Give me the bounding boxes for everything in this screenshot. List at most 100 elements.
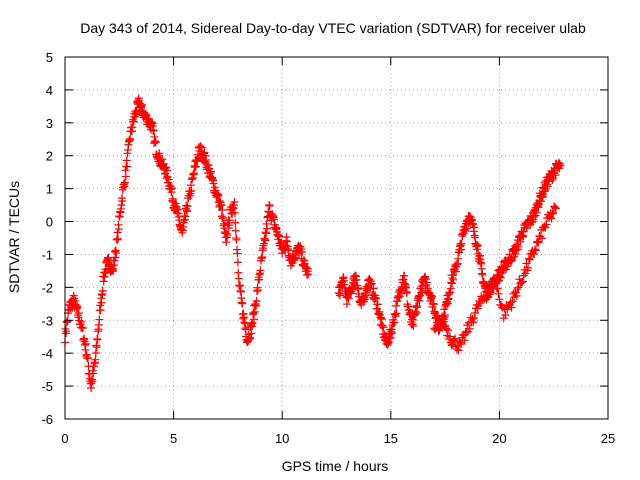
data-point: [241, 325, 250, 334]
data-point: [128, 123, 137, 132]
data-point: [181, 212, 190, 221]
data-point: [202, 156, 211, 165]
data-point: [390, 318, 399, 327]
data-point: [491, 279, 500, 288]
x-axis-label: GPS time / hours: [282, 458, 389, 474]
data-point: [118, 197, 127, 206]
data-point: [440, 305, 449, 314]
data-point: [97, 298, 106, 307]
data-point: [256, 266, 265, 275]
data-point: [214, 191, 223, 200]
y-tick-label: 5: [46, 50, 53, 65]
y-tick-label: 2: [46, 149, 53, 164]
data-point: [261, 236, 270, 245]
data-point: [435, 326, 444, 335]
data-point: [513, 285, 522, 294]
data-point: [457, 239, 466, 248]
data-point: [493, 284, 502, 293]
data-point: [514, 283, 523, 292]
data-point: [540, 222, 549, 231]
data-point: [62, 327, 71, 336]
data-point: [302, 263, 311, 272]
data-point: [217, 200, 226, 209]
data-point: [231, 218, 240, 227]
data-point: [470, 223, 479, 232]
data-point: [556, 161, 565, 170]
data-point: [428, 292, 437, 301]
data-point: [379, 323, 388, 332]
data-point: [93, 335, 102, 344]
data-point: [531, 246, 540, 255]
data-point: [536, 232, 545, 241]
data-point: [482, 295, 491, 304]
x-tick-label: 15: [384, 431, 398, 446]
data-point: [532, 208, 541, 217]
data-point: [74, 309, 83, 318]
data-point: [101, 269, 110, 278]
data-point: [96, 306, 105, 315]
y-tick-label: -5: [41, 379, 53, 394]
data-point: [249, 315, 258, 324]
data-point: [522, 259, 531, 268]
data-point: [484, 288, 493, 297]
data-point: [473, 304, 482, 313]
data-point: [372, 294, 381, 303]
data-point: [91, 348, 100, 357]
data-point: [384, 338, 393, 347]
data-point: [524, 263, 533, 272]
data-point: [471, 308, 480, 317]
data-point: [231, 226, 240, 235]
data-point: [111, 253, 120, 262]
data-point: [429, 300, 438, 309]
data-point: [262, 224, 271, 233]
data-point: [134, 94, 143, 103]
data-point: [238, 299, 247, 308]
data-point: [508, 297, 517, 306]
y-tick-label: -6: [41, 412, 53, 427]
data-point: [462, 328, 471, 337]
grid-lines: [65, 57, 608, 419]
data-point: [445, 332, 454, 341]
data-point: [113, 234, 122, 243]
data-points: [61, 94, 565, 393]
data-point: [262, 229, 271, 238]
data-point: [187, 186, 196, 195]
data-point: [200, 148, 209, 157]
data-point: [449, 275, 458, 284]
data-point: [530, 250, 539, 259]
data-point: [551, 204, 560, 213]
data-point: [117, 201, 126, 210]
data-point: [113, 235, 122, 244]
data-point: [478, 270, 487, 279]
x-tick-label: 20: [492, 431, 506, 446]
data-point: [183, 202, 192, 211]
data-point: [84, 354, 93, 363]
data-point: [388, 329, 397, 338]
axis-ticks: [64, 56, 609, 420]
data-point: [525, 255, 534, 264]
data-point: [109, 266, 118, 275]
data-point: [531, 245, 540, 254]
y-tick-label: 1: [46, 182, 53, 197]
data-point: [269, 215, 278, 224]
data-point: [98, 286, 107, 295]
data-point: [190, 169, 199, 178]
data-point: [507, 303, 516, 312]
data-point: [112, 248, 121, 257]
data-point: [524, 254, 533, 263]
data-point: [132, 107, 141, 116]
data-point: [501, 311, 510, 320]
data-point: [250, 307, 259, 316]
data-point: [91, 355, 100, 364]
data-point: [449, 336, 458, 345]
data-point: [73, 303, 82, 312]
data-point: [400, 271, 409, 280]
data-point: [462, 224, 471, 233]
chart-title: Day 343 of 2014, Sidereal Day-to-day VTE…: [80, 20, 586, 36]
data-point: [81, 339, 90, 348]
y-tick-label: -2: [41, 280, 53, 295]
data-point: [222, 238, 231, 247]
data-point: [551, 203, 560, 212]
data-point: [247, 329, 256, 338]
data-point: [162, 174, 171, 183]
